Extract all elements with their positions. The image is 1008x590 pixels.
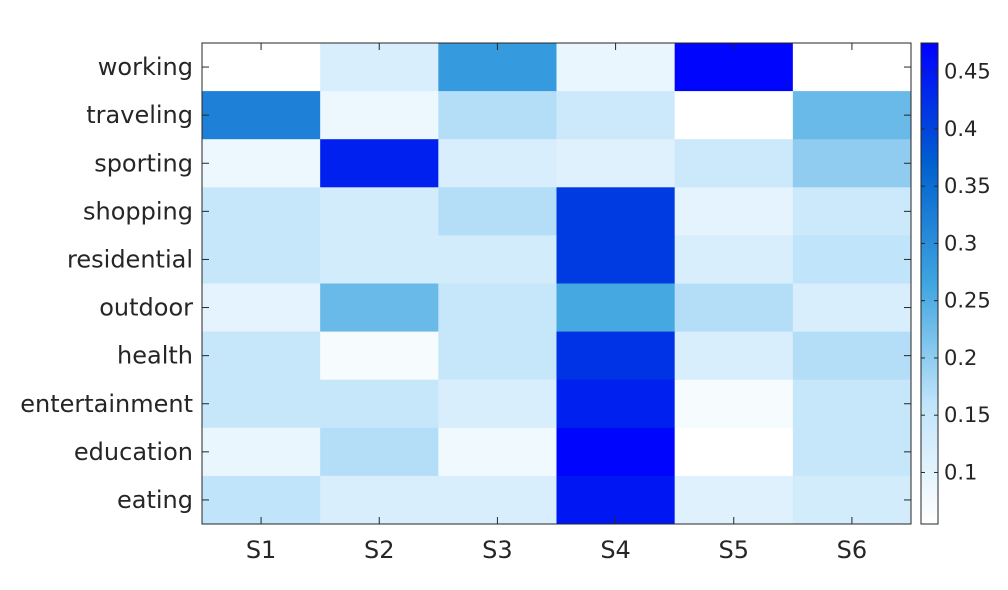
heatmap-cell-eating-S4 [556, 475, 676, 525]
heatmap-cell-eating-S2 [320, 475, 439, 525]
colorbar-ticks: 0.1 0.15 0.2 0.25 0.3 0.35 0.4 0.45 [921, 60, 991, 484]
column-label-S5: S5 [718, 536, 749, 564]
heatmap-cell-outdoor-S3 [438, 283, 557, 333]
heatmap-cell-health-S2 [320, 331, 439, 381]
column-label-S2: S2 [364, 536, 395, 564]
column-labels: S1 S2 S3 S4 S5 S6 [246, 536, 867, 564]
row-label-entertainment: entertainment [20, 390, 193, 418]
heatmap-cell-outdoor-S5 [674, 283, 794, 333]
row-label-traveling: traveling [86, 101, 193, 129]
heatmap-cell-sporting-S4 [556, 139, 676, 188]
heatmap-cell-working-S1 [202, 43, 321, 92]
heatmap-cell-entertainment-S4 [556, 379, 676, 429]
heatmap-cell-shopping-S5 [674, 187, 794, 236]
heatmap-cell-residential-S5 [674, 235, 794, 284]
heatmap-cell-education-S3 [438, 427, 557, 477]
heatmap-cell-sporting-S6 [792, 139, 912, 188]
heatmap-cell-outdoor-S1 [202, 283, 321, 333]
heatmap-cell-health-S4 [556, 331, 676, 381]
heatmap-cell-sporting-S1 [202, 139, 321, 188]
plot-frame [201, 42, 912, 525]
heatmap-cell-traveling-S1 [202, 91, 321, 140]
heatmap-cell-sporting-S5 [674, 139, 794, 188]
heatmap-cell-education-S2 [320, 427, 439, 477]
heatmap-cell-eating-S3 [438, 475, 557, 525]
heatmap-cell-sporting-S2 [320, 139, 439, 188]
heatmap-cell-working-S4 [556, 43, 676, 92]
heatmap-cell-outdoor-S4 [556, 283, 676, 333]
colorbar-label: 0.25 [944, 289, 991, 313]
heatmap-cell-residential-S2 [320, 235, 439, 284]
heatmap-cell-residential-S6 [792, 235, 912, 284]
heatmap-cell-working-S5 [674, 43, 794, 92]
heatmap-cell-entertainment-S6 [792, 379, 912, 429]
heatmap-cell-working-S2 [320, 43, 439, 92]
heatmap-cell-eating-S1 [202, 475, 321, 525]
row-label-residential: residential [67, 245, 193, 273]
heatmap-cell-entertainment-S5 [674, 379, 794, 429]
row-label-health: health [117, 342, 193, 370]
heatmap-cell-entertainment-S1 [202, 379, 321, 429]
heatmap-cell-residential-S4 [556, 235, 676, 284]
row-label-shopping: shopping [83, 197, 193, 225]
colorbar-label: 0.45 [944, 60, 991, 84]
heatmap-cell-traveling-S5 [674, 91, 794, 140]
column-label-S4: S4 [600, 536, 631, 564]
heatmap-cell-health-S6 [792, 331, 912, 381]
heatmap-cell-residential-S3 [438, 235, 557, 284]
heatmap-cell-sporting-S3 [438, 139, 557, 188]
column-label-S6: S6 [837, 536, 868, 564]
row-label-working: working [98, 53, 193, 81]
row-label-eating: eating [117, 486, 193, 514]
heatmap-cell-traveling-S3 [438, 91, 557, 140]
colorbar-label: 0.1 [944, 460, 977, 484]
colorbar [921, 43, 938, 524]
heatmap-cell-shopping-S3 [438, 187, 557, 236]
colorbar-label: 0.15 [944, 403, 991, 427]
heatmap-cell-residential-S1 [202, 235, 321, 284]
heatmap-cell-eating-S5 [674, 475, 794, 525]
heatmap-cell-education-S6 [792, 427, 912, 477]
column-label-S1: S1 [246, 536, 277, 564]
heatmap-cell-shopping-S6 [792, 187, 912, 236]
heatmap-cell-shopping-S1 [202, 187, 321, 236]
heatmap-cell-health-S5 [674, 331, 794, 381]
heatmap-cell-health-S3 [438, 331, 557, 381]
axis-ticks [202, 43, 911, 524]
heatmap-cell-entertainment-S2 [320, 379, 439, 429]
colorbar-label: 0.3 [944, 231, 977, 255]
colorbar-label: 0.35 [944, 174, 991, 198]
heatmap-cell-education-S1 [202, 427, 321, 477]
colorbar-label: 0.4 [944, 117, 977, 141]
heatmap-cell-education-S5 [674, 427, 794, 477]
heatmap-cell-shopping-S2 [320, 187, 439, 236]
heatmap-cell-outdoor-S6 [792, 283, 912, 333]
heatmap-cell-entertainment-S3 [438, 379, 557, 429]
heatmap-cell-traveling-S2 [320, 91, 439, 140]
heatmap-cell-education-S4 [556, 427, 676, 477]
heatmap-cell-traveling-S6 [792, 91, 912, 140]
heatmap-cell-traveling-S4 [556, 91, 676, 140]
heatmap-cell-eating-S6 [792, 475, 912, 525]
colorbar-label: 0.2 [944, 346, 977, 370]
heatmap-cells [202, 43, 912, 525]
colorbar-frame [920, 42, 939, 525]
heatmap-cell-outdoor-S2 [320, 283, 439, 333]
row-label-education: education [74, 438, 193, 466]
heatmap-cell-shopping-S4 [556, 187, 676, 236]
heatmap-cell-working-S6 [792, 43, 912, 92]
row-label-sporting: sporting [94, 149, 193, 177]
heatmap-cell-health-S1 [202, 331, 321, 381]
heatmap-cell-working-S3 [438, 43, 557, 92]
row-labels: working traveling sporting shopping resident… [20, 53, 193, 514]
row-label-outdoor: outdoor [99, 294, 193, 322]
column-label-S3: S3 [482, 536, 513, 564]
